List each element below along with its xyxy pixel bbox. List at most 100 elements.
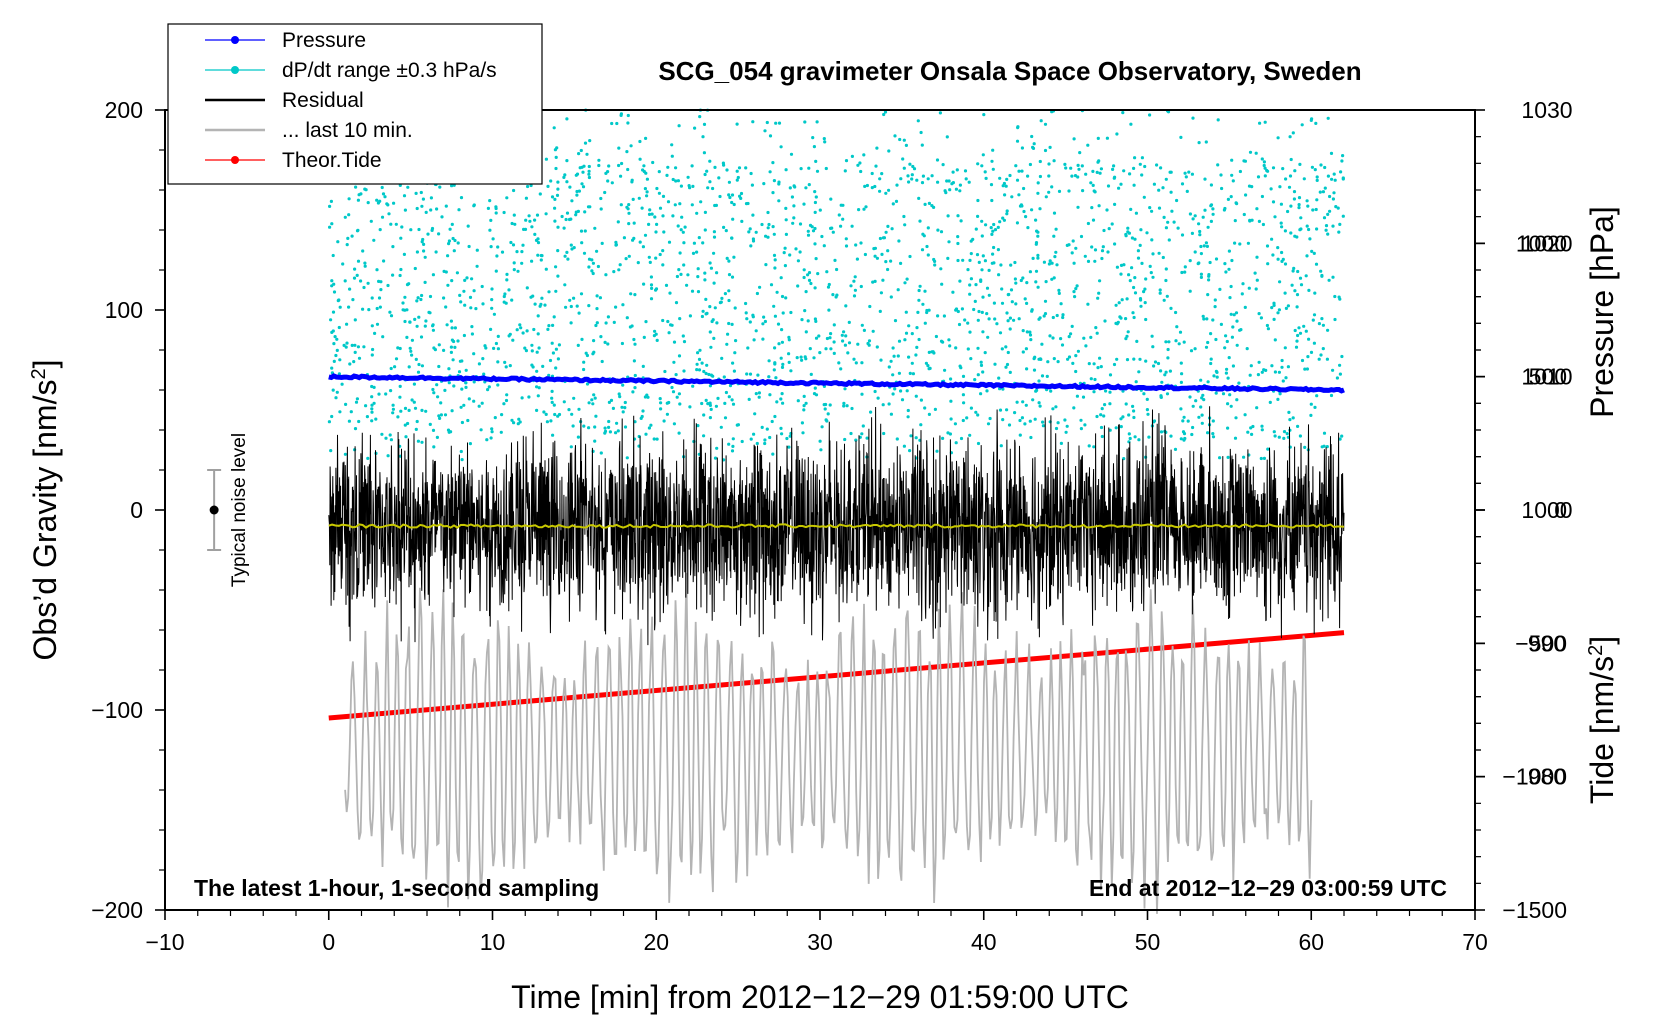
x-tick-label: −10 — [145, 929, 184, 955]
dpdt-point — [772, 232, 776, 236]
dpdt-point — [510, 418, 514, 422]
dpdt-point — [492, 312, 496, 316]
dpdt-point — [496, 360, 500, 364]
dpdt-point — [520, 250, 524, 254]
dpdt-point — [578, 166, 582, 170]
dpdt-point — [976, 373, 980, 377]
dpdt-point — [878, 309, 882, 313]
dpdt-point — [424, 319, 428, 323]
dpdt-point — [674, 301, 679, 305]
dpdt-point — [933, 407, 938, 411]
dpdt-point — [969, 252, 973, 256]
dpdt-point — [1008, 316, 1013, 320]
dpdt-point — [1304, 329, 1308, 333]
legend-label: dP/dt range ±0.3 hPa/s — [282, 59, 497, 82]
dpdt-point — [517, 417, 521, 421]
dpdt-point — [1050, 261, 1054, 265]
dpdt-point — [1226, 402, 1230, 406]
dpdt-point — [1083, 423, 1087, 427]
dpdt-point — [889, 259, 893, 263]
dpdt-point — [1234, 416, 1238, 420]
dpdt-point — [1006, 319, 1010, 323]
dpdt-point — [645, 194, 649, 198]
dpdt-point — [1329, 393, 1334, 398]
dpdt-point — [813, 200, 818, 205]
dpdt-point — [757, 391, 762, 395]
dpdt-point — [1284, 177, 1288, 181]
dpdt-point — [1226, 197, 1230, 201]
dpdt-point — [1132, 183, 1136, 187]
dpdt-point — [607, 400, 612, 404]
dpdt-point — [1280, 365, 1284, 369]
dpdt-point — [1148, 206, 1152, 210]
dpdt-point — [606, 170, 610, 174]
dpdt-point — [590, 258, 594, 262]
dpdt-point — [954, 308, 958, 312]
dpdt-point — [666, 200, 671, 204]
dpdt-point — [1180, 372, 1184, 376]
dpdt-point — [553, 219, 557, 223]
dpdt-point — [917, 337, 921, 342]
dpdt-point — [853, 288, 858, 292]
dpdt-point — [462, 403, 466, 407]
dpdt-point — [831, 230, 835, 234]
dpdt-point — [381, 335, 385, 339]
dpdt-point — [1002, 181, 1007, 186]
dpdt-point — [954, 346, 958, 350]
dpdt-point — [1103, 319, 1107, 323]
dpdt-point — [710, 319, 714, 324]
dpdt-point — [1163, 373, 1167, 377]
dpdt-point — [677, 124, 681, 128]
dpdt-point — [1023, 422, 1027, 426]
dpdt-point — [554, 166, 558, 171]
dpdt-point — [796, 284, 800, 288]
dpdt-point — [672, 360, 676, 364]
dpdt-point — [732, 255, 736, 259]
dpdt-point — [1145, 397, 1149, 401]
dpdt-point — [1182, 340, 1186, 344]
dpdt-point — [528, 219, 532, 223]
dpdt-point — [1048, 259, 1052, 263]
dpdt-point — [374, 417, 378, 421]
dpdt-point — [437, 343, 441, 347]
dpdt-point — [921, 174, 926, 178]
dpdt-point — [496, 245, 500, 249]
dpdt-point — [667, 240, 672, 244]
dpdt-point — [961, 374, 966, 378]
dpdt-point — [1323, 186, 1327, 190]
dpdt-point — [1331, 275, 1335, 279]
dpdt-point — [932, 351, 936, 355]
dpdt-point — [1205, 317, 1209, 321]
dpdt-point — [459, 449, 463, 454]
dpdt-point — [1095, 331, 1099, 335]
dpdt-point — [549, 179, 553, 183]
dpdt-point — [998, 220, 1002, 224]
dpdt-point — [1071, 361, 1075, 365]
dpdt-point — [625, 205, 629, 209]
dpdt-point — [1079, 234, 1084, 239]
dpdt-point — [1229, 312, 1233, 316]
dpdt-point — [1038, 174, 1042, 179]
dpdt-point — [361, 249, 365, 253]
dpdt-point — [1329, 151, 1334, 155]
dpdt-point — [1148, 113, 1152, 117]
dpdt-point — [1036, 256, 1040, 260]
dpdt-point — [948, 432, 953, 436]
dpdt-point — [1108, 402, 1112, 406]
dpdt-point — [766, 235, 770, 239]
dpdt-point — [906, 415, 910, 419]
dpdt-point — [633, 386, 637, 390]
dpdt-point — [1042, 260, 1046, 264]
dpdt-point — [1266, 262, 1270, 266]
dpdt-point — [959, 436, 964, 441]
dpdt-point — [716, 396, 720, 400]
dpdt-point — [457, 370, 462, 374]
dpdt-point — [420, 408, 424, 412]
dpdt-point — [682, 241, 686, 245]
dpdt-point — [562, 226, 566, 230]
dpdt-point — [873, 254, 877, 258]
dpdt-point — [616, 220, 620, 224]
dpdt-point — [1204, 345, 1209, 349]
dpdt-point — [757, 395, 761, 399]
dpdt-point — [337, 298, 341, 302]
